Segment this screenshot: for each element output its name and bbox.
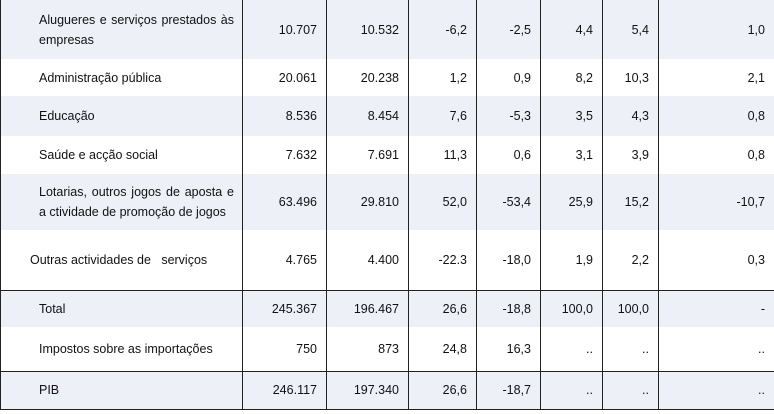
table-cell: 8.454 <box>326 96 409 136</box>
table-cell: .. <box>602 370 659 410</box>
table-cell: 11,3 <box>408 136 477 174</box>
table-cell: -22.3 <box>408 230 477 290</box>
table-row: Impostos sobre as importações 750 873 24… <box>0 327 774 371</box>
table-cell: 7.632 <box>242 136 327 174</box>
table-cell: -10,7 <box>658 174 774 230</box>
row-label: Alugueres e serviços prestados às empres… <box>0 0 243 59</box>
table-row: Lotarias, outros jogos de aposta e a cti… <box>0 174 774 230</box>
table-cell: 8.536 <box>242 96 327 136</box>
table-cell: 8,2 <box>540 59 603 96</box>
table-cell: 2,2 <box>602 230 659 290</box>
table-row: Administração pública 20.061 20.238 1,2 … <box>0 59 774 96</box>
table-cell: -18,7 <box>476 370 541 410</box>
table-row-gdp: PIB 246.117 197.340 26,6 -18,7 .. .. .. <box>0 370 774 410</box>
table-cell: -6,2 <box>408 0 477 59</box>
table-row: Saúde e acção social 7.632 7.691 11,3 0,… <box>0 136 774 174</box>
table-cell: 7,6 <box>408 96 477 136</box>
table-cell: - <box>658 289 774 327</box>
table-cell: -2,5 <box>476 0 541 59</box>
table-row: Educação 8.536 8.454 7,6 -5,3 3,5 4,3 0,… <box>0 96 774 136</box>
table-cell: 29.810 <box>326 174 409 230</box>
table-cell: 4.765 <box>242 230 327 290</box>
table-cell: 4.400 <box>326 230 409 290</box>
table-cell: 100,0 <box>540 289 603 327</box>
table-cell: 10.707 <box>242 0 327 59</box>
row-label: Impostos sobre as importações <box>0 327 243 371</box>
table-cell: 15,2 <box>602 174 659 230</box>
row-label: Saúde e acção social <box>0 136 243 174</box>
table-cell: 20.238 <box>326 59 409 96</box>
table-cell: 1,9 <box>540 230 603 290</box>
table-cell: 1,2 <box>408 59 477 96</box>
table-cell: 0,8 <box>658 136 774 174</box>
table-cell: .. <box>658 370 774 410</box>
table-cell: 197.340 <box>326 370 409 410</box>
table-cell: 16,3 <box>476 327 541 371</box>
row-label: Administração pública <box>0 59 243 96</box>
row-label: Educação <box>0 96 243 136</box>
table-cell: 0,3 <box>658 230 774 290</box>
table-cell: 52,0 <box>408 174 477 230</box>
table-cell: -18,0 <box>476 230 541 290</box>
table-cell: 10,3 <box>602 59 659 96</box>
row-label: PIB <box>0 370 243 410</box>
table-cell: 3,1 <box>540 136 603 174</box>
table-cell: 25,9 <box>540 174 603 230</box>
table-cell: 245.367 <box>242 289 327 327</box>
table-cell: 20.061 <box>242 59 327 96</box>
table-cell: -18,8 <box>476 289 541 327</box>
table-cell: 26,6 <box>408 289 477 327</box>
table-cell: 24,8 <box>408 327 477 371</box>
row-label: Outras actividades de serviços <box>0 230 243 290</box>
table-row: Alugueres e serviços prestados às empres… <box>0 0 774 59</box>
table-row: Outras actividades de serviços 4.765 4.4… <box>0 230 774 290</box>
table-cell: 3,5 <box>540 96 603 136</box>
table-cell: .. <box>658 327 774 371</box>
table-cell: 3,9 <box>602 136 659 174</box>
table-cell: 63.496 <box>242 174 327 230</box>
table-cell: 246.117 <box>242 370 327 410</box>
table-cell: 10.532 <box>326 0 409 59</box>
table-cell: 4,3 <box>602 96 659 136</box>
table-cell: 873 <box>326 327 409 371</box>
table-cell: -53,4 <box>476 174 541 230</box>
table-cell: .. <box>540 370 603 410</box>
table-cell: 0,8 <box>658 96 774 136</box>
table-cell: 100,0 <box>602 289 659 327</box>
table-cell: 750 <box>242 327 327 371</box>
table-cell: 4,4 <box>540 0 603 59</box>
row-label: Total <box>0 289 243 327</box>
table-cell: 196.467 <box>326 289 409 327</box>
row-label: Lotarias, outros jogos de aposta e a cti… <box>0 174 243 230</box>
table-cell: .. <box>602 327 659 371</box>
table-cell: -5,3 <box>476 96 541 136</box>
table-cell: 0,6 <box>476 136 541 174</box>
table-cell: 26,6 <box>408 370 477 410</box>
table-row-total: Total 245.367 196.467 26,6 -18,8 100,0 1… <box>0 289 774 327</box>
table-cell: 1,0 <box>658 0 774 59</box>
table-cell: 5,4 <box>602 0 659 59</box>
table-cell: 0,9 <box>476 59 541 96</box>
table-cell: 7.691 <box>326 136 409 174</box>
table-cell: 2,1 <box>658 59 774 96</box>
table-cell: .. <box>540 327 603 371</box>
